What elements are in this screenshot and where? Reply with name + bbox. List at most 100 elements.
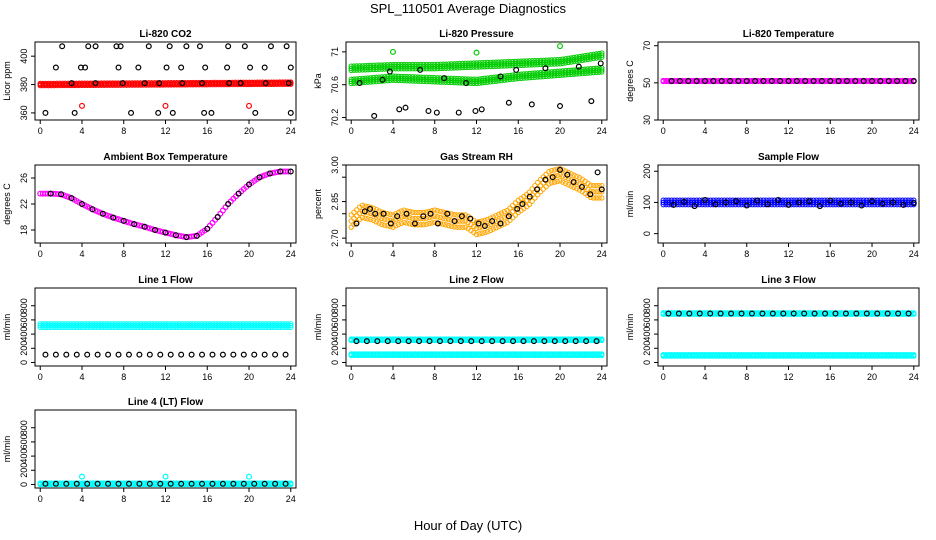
data-point (572, 338, 579, 345)
y-tick-label: 800 (19, 420, 29, 435)
data-point (359, 336, 366, 342)
data-point (246, 480, 252, 486)
data-point (568, 183, 574, 189)
data-point (462, 212, 469, 218)
data-point (863, 310, 870, 317)
data-point (821, 77, 828, 84)
data-point (688, 77, 694, 84)
data-point (156, 80, 163, 87)
data-point (557, 178, 563, 184)
data-point (196, 480, 202, 486)
data-point (390, 336, 396, 342)
data-point (707, 310, 714, 317)
data-point (763, 310, 769, 316)
data-point (529, 351, 535, 357)
data-point (482, 351, 488, 357)
data-point (841, 77, 847, 84)
series-1 (348, 351, 605, 359)
data-point (374, 338, 381, 345)
data-point (891, 351, 897, 358)
data-point (730, 77, 736, 84)
data-point (587, 194, 594, 201)
data-point (185, 480, 191, 486)
data-point (110, 214, 117, 221)
data-point (376, 208, 382, 214)
data-point (818, 77, 825, 84)
data-point (594, 169, 601, 176)
data-point (509, 351, 516, 357)
data-point (448, 223, 455, 229)
data-point (459, 224, 466, 230)
data-point (381, 216, 388, 222)
data-point (579, 53, 585, 59)
data-point (808, 310, 814, 316)
panel-title: Line 2 Flow (449, 275, 504, 286)
data-point (783, 77, 789, 84)
data-point (256, 174, 263, 181)
data-point (440, 221, 446, 227)
data-point (420, 336, 427, 342)
data-point (402, 104, 409, 111)
y-tick-label: 22 (19, 199, 29, 209)
data-point (843, 77, 850, 84)
x-tick-label: 20 (244, 126, 254, 136)
data-point (785, 201, 792, 208)
data-point (288, 324, 294, 331)
data-point (799, 351, 806, 358)
data-point (166, 43, 173, 50)
data-point (288, 322, 294, 329)
data-point (860, 351, 867, 358)
data-point (370, 205, 377, 212)
data-point (437, 351, 444, 357)
x-tick-label: 20 (867, 372, 877, 382)
data-point (713, 351, 719, 358)
data-point (746, 77, 753, 84)
data-point (713, 77, 719, 84)
data-point (277, 168, 284, 175)
data-point (774, 351, 781, 358)
data-point (45, 480, 52, 486)
data-point (462, 336, 469, 342)
data-point (842, 310, 849, 317)
data-point (575, 63, 582, 70)
data-point (454, 218, 460, 224)
data-point (282, 480, 289, 487)
data-point (565, 55, 572, 62)
data-point (246, 102, 253, 109)
data-point (674, 77, 680, 84)
data-point (401, 351, 407, 357)
data-point (568, 336, 574, 342)
y-tick-label: 2.85 (330, 193, 340, 211)
data-point (691, 203, 698, 210)
y-tick-label: 50 (642, 78, 652, 88)
data-point (827, 351, 833, 358)
data-point (888, 351, 895, 358)
data-point (783, 351, 789, 358)
x-tick-label: 12 (783, 126, 793, 136)
data-point (541, 338, 548, 345)
data-point (68, 195, 75, 202)
data-point (910, 77, 917, 84)
data-point (869, 77, 876, 84)
data-point (540, 186, 547, 192)
data-point (84, 351, 91, 358)
data-point (808, 77, 814, 84)
data-point (406, 351, 413, 357)
data-point (557, 103, 564, 110)
data-point (482, 217, 488, 224)
x-tick-label: 8 (432, 372, 437, 382)
data-point (445, 222, 452, 229)
data-point (144, 224, 151, 231)
data-point (89, 206, 96, 213)
data-point (858, 351, 864, 358)
series-2 (665, 310, 912, 317)
data-point (587, 188, 594, 195)
data-point (899, 351, 906, 358)
data-point (420, 213, 427, 220)
data-point (201, 109, 208, 116)
figure-title: SPL_110501 Average Diagnostics (370, 1, 567, 16)
y-tick-label: 70 (642, 41, 652, 51)
data-point (562, 351, 569, 357)
data-point (565, 351, 572, 357)
